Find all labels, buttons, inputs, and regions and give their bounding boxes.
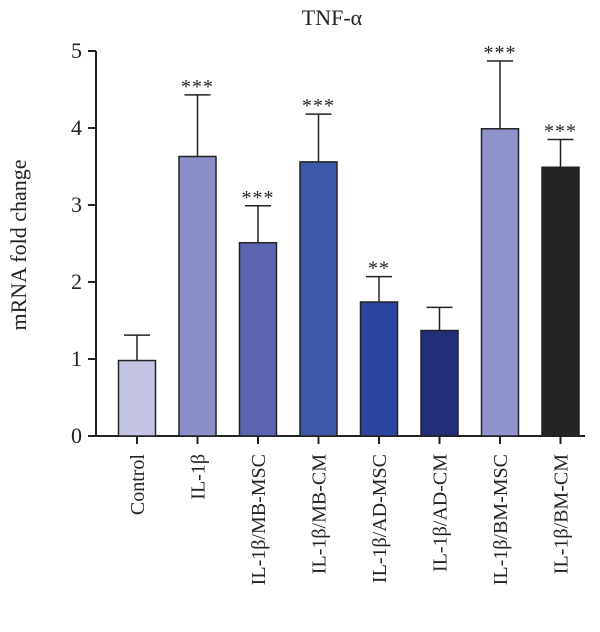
significance-label: **	[368, 258, 390, 280]
significance-label: ***	[181, 76, 214, 98]
y-axis-label: mRNA fold change	[6, 159, 31, 330]
significance-label: ***	[242, 187, 275, 209]
bars: *****************	[117, 42, 580, 437]
bar	[359, 301, 399, 437]
x-tick-label: IL-1β/MB-MSC	[248, 454, 270, 585]
y-tick-label: 3	[71, 192, 82, 217]
bar	[541, 166, 580, 437]
bar	[238, 241, 278, 437]
y-tick-label: 0	[71, 423, 82, 448]
y-tick-label: 4	[71, 115, 82, 140]
bar	[480, 128, 520, 437]
chart-title: TNF-α	[302, 5, 363, 30]
x-tick-label: IL-1β/AD-MSC	[369, 454, 391, 583]
x-tick-label: IL-1β/BM-CM	[551, 454, 573, 574]
significance-label: ***	[484, 42, 517, 64]
x-tick-label: IL-1β/MB-CM	[309, 454, 331, 574]
significance-label: ***	[302, 95, 335, 117]
bar	[420, 329, 459, 437]
x-tick-label: IL-1β/AD-CM	[430, 454, 452, 572]
bar	[178, 155, 217, 437]
y-tick-label: 1	[71, 346, 82, 371]
x-tick-label: IL-1β/BM-MSC	[490, 454, 512, 585]
y-tick-label: 5	[71, 38, 82, 63]
bar	[299, 161, 338, 437]
x-tick-label: IL-1β	[188, 454, 210, 500]
x-tick-labels: Control IL-1β IL-1β/MB-MSC IL-1β/MB-CM IL-1β…	[127, 436, 573, 585]
significance-label: ***	[544, 121, 577, 143]
bar	[117, 359, 157, 437]
x-tick-label: Control	[127, 454, 149, 516]
y-tick-label: 2	[71, 269, 82, 294]
